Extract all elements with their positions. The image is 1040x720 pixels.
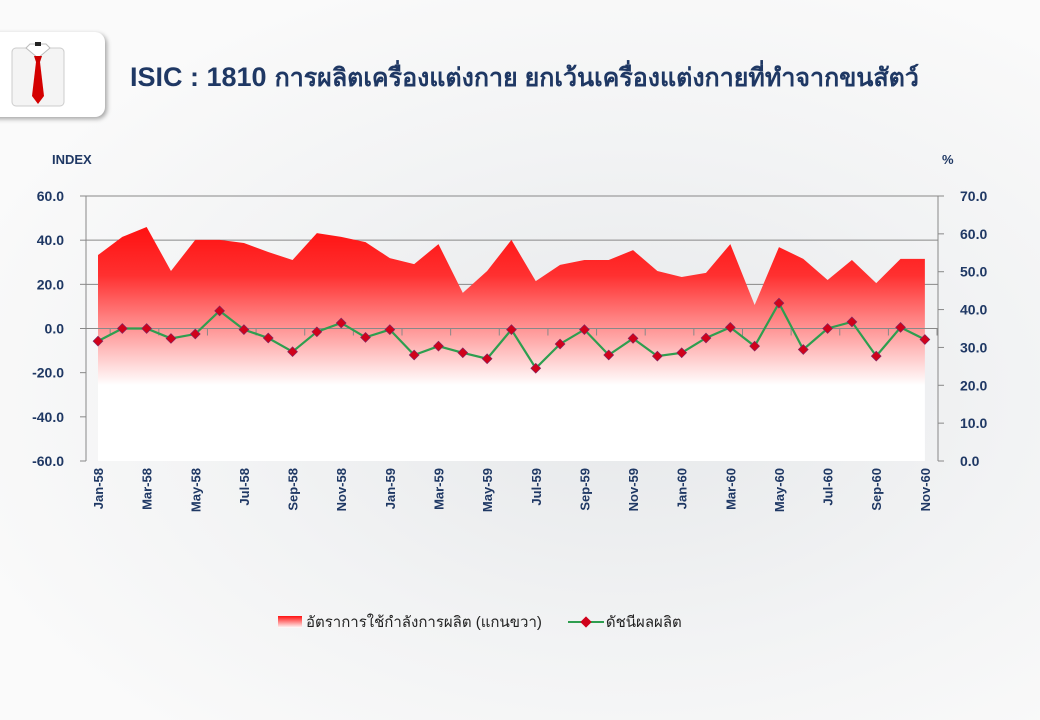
index-point xyxy=(554,338,566,350)
x-tick-label: May-58 xyxy=(188,468,203,512)
right-tick-label: 10.0 xyxy=(960,415,987,431)
index-point xyxy=(895,322,906,333)
index-point xyxy=(700,332,712,344)
left-tick-label: 40.0 xyxy=(37,232,64,248)
index-point xyxy=(384,324,396,335)
industry-name: การผลิตเครื่องแต่งกาย ยกเว้นเครื่องแต่งก… xyxy=(274,64,919,92)
index-point xyxy=(481,353,493,365)
legend-line-marker xyxy=(567,616,604,628)
index-point xyxy=(287,346,298,358)
left-tick-label: -20.0 xyxy=(32,365,64,381)
x-tick-label: Mar-59 xyxy=(431,468,446,510)
index-point xyxy=(676,347,688,359)
index-point xyxy=(92,335,104,347)
x-tick-label: Sep-60 xyxy=(869,468,884,511)
left-tick-label: 20.0 xyxy=(37,276,64,292)
x-tick-label: Jan-59 xyxy=(383,468,398,509)
index-point xyxy=(238,324,250,335)
index-point xyxy=(116,323,128,334)
index-point xyxy=(165,333,177,344)
legend-area-swatch xyxy=(278,616,302,628)
left-tick-label: -60.0 xyxy=(32,453,64,469)
index-point xyxy=(311,326,323,338)
index-point xyxy=(141,323,153,334)
index-point xyxy=(433,340,444,352)
x-tick-label: May-60 xyxy=(772,468,787,512)
index-point xyxy=(797,344,809,355)
x-tick-label: Jul-60 xyxy=(821,468,836,506)
left-axis-title: INDEX xyxy=(52,152,92,167)
x-tick-label: Sep-59 xyxy=(577,468,592,511)
x-tick-label: Mar-58 xyxy=(140,468,155,510)
index-point xyxy=(262,332,274,344)
index-point xyxy=(335,317,347,329)
index-point xyxy=(408,349,420,361)
index-point xyxy=(627,333,639,344)
x-tick-label: Jul-58 xyxy=(237,468,252,506)
index-point xyxy=(360,331,371,343)
index-point xyxy=(189,328,201,340)
right-axis-title: % xyxy=(942,152,954,167)
right-tick-label: 30.0 xyxy=(960,339,987,355)
legend-label: อัตราการใช้กำลังการผลิต (แกนขวา) xyxy=(306,614,542,631)
x-tick-label: Jan-58 xyxy=(91,468,106,509)
index-point xyxy=(603,349,615,361)
right-tick-label: 40.0 xyxy=(960,302,987,318)
legend-label: ดัชนีผลผลิต xyxy=(605,614,682,631)
x-tick-label: Mar-60 xyxy=(723,468,738,510)
x-tick-label: Nov-58 xyxy=(334,468,349,511)
index-point xyxy=(822,323,833,334)
legend-item-index[interactable]: ดัชนีผลผลิต xyxy=(566,610,682,634)
x-tick-label: Jan-60 xyxy=(675,468,690,509)
shirt-tie-icon xyxy=(11,42,65,107)
index-point xyxy=(846,316,858,328)
left-tick-label: -40.0 xyxy=(32,409,64,425)
index-point xyxy=(506,324,517,335)
index-point xyxy=(530,362,542,374)
index-point xyxy=(773,297,785,309)
index-point xyxy=(457,347,469,359)
logo-box xyxy=(0,32,105,117)
left-tick-label: 60.0 xyxy=(37,188,64,204)
index-point xyxy=(919,334,931,345)
legend-item-capacity[interactable]: อัตราการใช้กำลังการผลิต (แกนขวา) xyxy=(278,610,542,634)
index-point xyxy=(724,322,736,333)
chart: 60.0 40.0 20.0 0.0 -20.0 -40.0 -60.0 70.0 60.0 50… xyxy=(32,188,987,512)
right-tick-label: 60.0 xyxy=(960,226,987,242)
right-tick-label: 0.0 xyxy=(960,453,980,469)
x-tick-label: May-59 xyxy=(480,468,495,512)
x-tick-label: Jul-59 xyxy=(529,468,544,506)
page-title: ISIC : 1810 การผลิตเครื่องแต่งกาย ยกเว้นเ… xyxy=(130,58,919,98)
isic-code: ISIC : 1810 xyxy=(130,62,267,92)
index-point xyxy=(870,350,882,362)
x-tick-label: Nov-60 xyxy=(918,468,933,511)
index-point xyxy=(579,324,590,335)
index-point xyxy=(214,305,225,317)
index-point xyxy=(749,340,761,352)
right-tick-label: 70.0 xyxy=(960,188,987,204)
right-tick-label: 20.0 xyxy=(960,377,987,393)
index-point xyxy=(651,350,663,362)
left-tick-label: 0.0 xyxy=(45,321,65,337)
x-tick-label: Nov-59 xyxy=(626,468,641,511)
legend: อัตราการใช้กำลังการผลิต (แกนขวา) ดัชนีผล… xyxy=(278,610,706,634)
x-tick-label: Sep-58 xyxy=(286,468,301,511)
right-tick-label: 50.0 xyxy=(960,264,987,280)
capacity-area xyxy=(98,227,925,461)
